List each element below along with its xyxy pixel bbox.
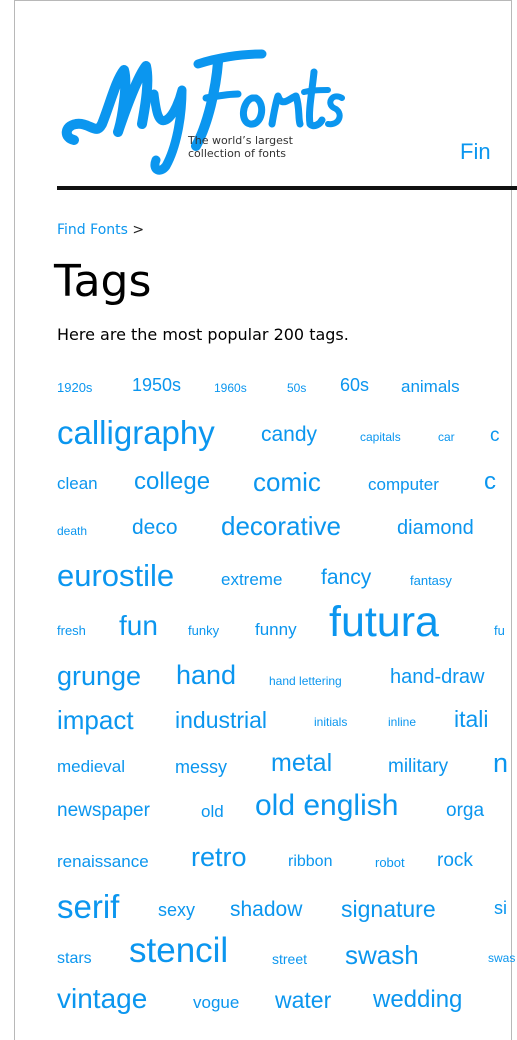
tag-swash-2[interactable]: swas xyxy=(488,951,516,965)
tag-clean[interactable]: clean xyxy=(57,474,98,493)
tag-capitals[interactable]: capitals xyxy=(360,430,401,444)
tag-vintage[interactable]: vintage xyxy=(57,983,148,1014)
tag-fresh[interactable]: fresh xyxy=(57,623,86,638)
tag-calligraphy[interactable]: calligraphy xyxy=(57,414,215,451)
tag-impact[interactable]: impact xyxy=(57,705,134,735)
myfonts-logo[interactable]: The world’s largest collection of fonts xyxy=(56,28,346,178)
tag-vogue[interactable]: vogue xyxy=(193,993,240,1012)
myfonts-logo-icon xyxy=(61,49,345,175)
tag-organic[interactable]: orga xyxy=(446,800,485,821)
breadcrumb-find-fonts-link[interactable]: Find Fonts xyxy=(57,222,128,238)
tag-computer[interactable]: computer xyxy=(368,475,439,494)
tag-robot[interactable]: robot xyxy=(375,855,405,870)
tag-old-english[interactable]: old english xyxy=(255,789,399,822)
tag-hand-drawn[interactable]: hand-draw xyxy=(390,666,485,688)
tag-italic[interactable]: itali xyxy=(454,706,489,732)
tag-n[interactable]: n xyxy=(493,748,509,778)
tag-si[interactable]: si xyxy=(494,898,507,918)
tag-old[interactable]: old xyxy=(201,802,224,821)
tag-candy[interactable]: candy xyxy=(261,423,318,446)
page-title: Tags xyxy=(54,256,152,307)
tag-rock[interactable]: rock xyxy=(437,850,473,871)
tagline-line-1: The world’s largest xyxy=(188,134,293,147)
tag-death[interactable]: death xyxy=(57,524,88,538)
tag-funky[interactable]: funky xyxy=(188,623,220,638)
tag-car[interactable]: car xyxy=(438,430,455,444)
tag-military[interactable]: military xyxy=(388,756,449,777)
tag-sexy[interactable]: sexy xyxy=(158,900,196,920)
tag-wedding[interactable]: wedding xyxy=(373,986,463,1013)
tag-medieval[interactable]: medieval xyxy=(57,757,126,776)
tag-stencil[interactable]: stencil xyxy=(129,931,229,970)
tag-futura[interactable]: futura xyxy=(329,598,439,646)
tag-messy[interactable]: messy xyxy=(175,757,228,777)
tag-initials[interactable]: initials xyxy=(314,715,348,729)
breadcrumb-separator: > xyxy=(132,222,145,238)
tag-swash[interactable]: swash xyxy=(345,940,419,970)
page-intro: Here are the most popular 200 tags. xyxy=(57,325,349,344)
tag-1950s[interactable]: 1950s xyxy=(132,375,182,395)
tag-deco[interactable]: deco xyxy=(132,516,178,539)
tag-60s[interactable]: 60s xyxy=(340,375,370,395)
tag-50s[interactable]: 50s xyxy=(287,381,307,395)
tag-inline[interactable]: inline xyxy=(388,715,417,729)
tag-signature[interactable]: signature xyxy=(341,896,436,922)
tag-hand[interactable]: hand xyxy=(176,660,237,690)
nav-find-link[interactable]: Fin xyxy=(460,139,491,164)
tag-water[interactable]: water xyxy=(275,987,332,1013)
header-divider xyxy=(57,186,517,190)
tag-hand-lettering[interactable]: hand lettering xyxy=(269,674,342,688)
tag-animals[interactable]: animals xyxy=(401,377,460,396)
tag-fun[interactable]: fun xyxy=(119,610,158,641)
tagline-line-2: collection of fonts xyxy=(188,147,286,160)
tag-renaissance[interactable]: renaissance xyxy=(57,852,149,871)
tag-college[interactable]: college xyxy=(134,468,211,495)
tag-c-1[interactable]: c xyxy=(490,425,500,446)
tag-c-2[interactable]: c xyxy=(484,468,496,495)
page-frame xyxy=(14,0,512,1040)
tag-comic[interactable]: comic xyxy=(253,467,321,497)
tag-newspaper[interactable]: newspaper xyxy=(57,800,150,821)
tag-1960s[interactable]: 1960s xyxy=(214,381,247,395)
tag-fancy[interactable]: fancy xyxy=(321,566,372,589)
tag-decorative[interactable]: decorative xyxy=(221,511,341,541)
tag-fantasy[interactable]: fantasy xyxy=(410,573,452,588)
tag-industrial[interactable]: industrial xyxy=(175,707,268,733)
tag-shadow[interactable]: shadow xyxy=(230,898,303,921)
tag-ribbon[interactable]: ribbon xyxy=(288,853,333,870)
tagline: The world’s largest collection of fonts xyxy=(188,134,293,160)
tag-extreme[interactable]: extreme xyxy=(221,570,283,589)
tag-grunge[interactable]: grunge xyxy=(57,661,142,691)
tag-stars[interactable]: stars xyxy=(57,950,92,967)
breadcrumb: Find Fonts > xyxy=(57,222,144,238)
tag-street[interactable]: street xyxy=(272,951,308,967)
tag-metal[interactable]: metal xyxy=(271,749,333,777)
tag-serif[interactable]: serif xyxy=(57,888,120,925)
tag-diamond[interactable]: diamond xyxy=(397,517,474,539)
tag-funny[interactable]: funny xyxy=(255,620,297,639)
tag-fu[interactable]: fu xyxy=(494,623,505,638)
tag-retro[interactable]: retro xyxy=(191,842,247,872)
tag-eurostile[interactable]: eurostile xyxy=(57,558,175,593)
tag-1920s[interactable]: 1920s xyxy=(57,380,93,395)
